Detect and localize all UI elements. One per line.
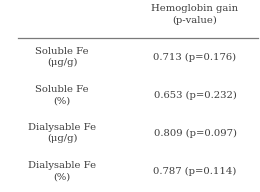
- Text: Hemoglobin gain
(p-value): Hemoglobin gain (p-value): [151, 4, 239, 25]
- Text: Soluble Fe
(%): Soluble Fe (%): [35, 85, 89, 105]
- Text: 0.809 (p=0.097): 0.809 (p=0.097): [153, 128, 237, 137]
- Text: 0.787 (p=0.114): 0.787 (p=0.114): [153, 166, 237, 175]
- Text: Soluble Fe
(μg/g): Soluble Fe (μg/g): [35, 46, 89, 67]
- Text: 0.713 (p=0.176): 0.713 (p=0.176): [153, 52, 237, 62]
- Text: Dialysable Fe
(μg/g): Dialysable Fe (μg/g): [28, 122, 96, 143]
- Text: 0.653 (p=0.232): 0.653 (p=0.232): [154, 90, 236, 100]
- Text: Dialysable Fe
(%): Dialysable Fe (%): [28, 161, 96, 181]
